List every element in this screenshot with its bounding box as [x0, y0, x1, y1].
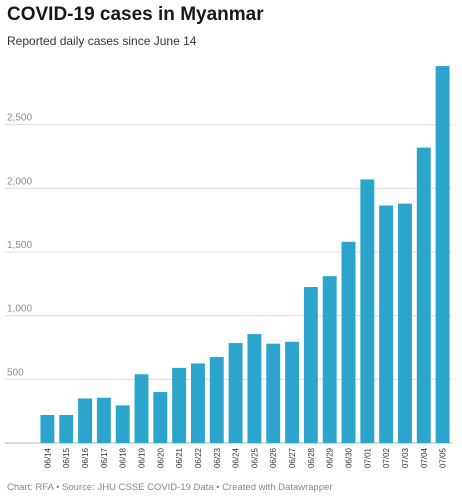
x-tick-label: 06/23: [213, 447, 222, 468]
x-tick-label: 07/03: [401, 447, 410, 468]
bar-06-30: [341, 241, 356, 443]
chart-subtitle: Reported daily cases since June 14: [7, 34, 197, 48]
y-tick-label: 500: [7, 367, 24, 378]
x-tick-label: 06/30: [345, 447, 354, 468]
x-tick-label: 07/05: [439, 447, 448, 468]
y-tick-label: 1,500: [7, 240, 32, 251]
y-tick-label: 2,500: [7, 113, 32, 124]
bar-07-02: [379, 205, 394, 443]
bar-06-23: [209, 357, 224, 443]
x-tick-label: 06/18: [119, 447, 128, 468]
bar-06-24: [228, 343, 243, 443]
bar-06-15: [59, 414, 74, 443]
x-tick-label: 06/25: [250, 447, 259, 468]
x-tick-label: 06/22: [194, 447, 203, 468]
x-tick-label: 06/28: [307, 447, 316, 468]
bar-06-16: [78, 398, 93, 443]
chart-footer: Chart: RFA • Source: JHU CSSE COVID-19 D…: [7, 482, 333, 493]
x-tick-label: 07/04: [420, 447, 429, 468]
bars: [40, 66, 450, 444]
x-tick-label: 07/02: [382, 447, 391, 468]
bar-06-20: [153, 392, 168, 443]
bar-06-14: [40, 414, 55, 443]
bar-07-01: [360, 179, 375, 444]
x-tick-label: 06/19: [138, 447, 147, 468]
bar-06-25: [247, 334, 262, 443]
x-tick-label: 06/16: [81, 447, 90, 468]
bar-06-18: [115, 405, 130, 443]
chart-title: COVID-19 cases in Myanmar: [7, 4, 264, 25]
x-tick-label: 06/20: [156, 447, 165, 468]
y-tick-label: 1,000: [7, 304, 32, 315]
bar-06-26: [266, 343, 281, 443]
bar-06-17: [96, 397, 111, 443]
bar-06-19: [134, 374, 149, 443]
x-tick-label: 06/29: [326, 447, 335, 468]
bar-06-29: [322, 276, 337, 443]
x-tick-label: 06/21: [175, 447, 184, 468]
x-axis-ticks: 06/14 06/15 06/16 06/17 06/18 06/19 06/20 06/21…: [43, 447, 447, 468]
bar-07-04: [416, 147, 431, 443]
x-tick-label: 06/26: [269, 447, 278, 468]
y-tick-label: 2,000: [7, 176, 32, 187]
x-tick-label: 06/15: [62, 447, 71, 468]
bar-06-22: [190, 363, 205, 443]
x-tick-label: 06/24: [232, 447, 241, 468]
bar-07-03: [397, 203, 412, 443]
bar-06-27: [285, 341, 300, 443]
x-tick-label: 06/14: [43, 447, 52, 468]
bar-07-05: [435, 66, 450, 444]
x-tick-label: 06/27: [288, 447, 297, 468]
x-tick-label: 07/01: [363, 447, 372, 468]
y-axis-ticks: 500 1,000 1,500 2,000 2,500: [7, 113, 32, 379]
x-tick-label: 06/17: [100, 447, 109, 468]
bar-06-21: [172, 367, 187, 443]
bar-06-28: [303, 287, 318, 443]
